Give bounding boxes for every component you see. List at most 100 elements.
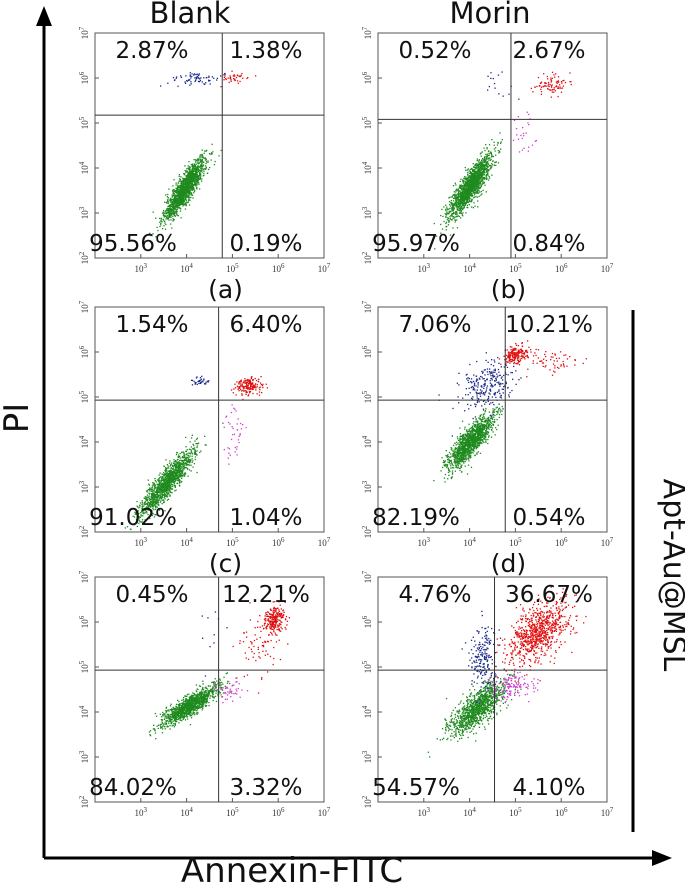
event-dot [455,197,457,199]
event-dot [501,410,503,412]
event-dot [191,174,193,177]
event-dot [175,453,178,456]
event-dot [166,208,168,210]
event-dot [183,456,186,458]
event-dot [190,451,193,453]
event-dot [165,218,167,220]
event-dot [483,156,486,159]
event-dot [186,170,188,172]
event-dot [515,128,518,130]
event-dot [185,181,187,184]
event-dot [470,189,472,191]
event-dot [200,175,202,177]
event-dot [148,492,150,494]
event-dot [488,85,490,88]
event-dot [175,471,177,473]
event-dot [151,514,153,517]
event-dot [477,187,480,189]
event-dot [186,177,188,179]
event-dot [471,189,473,191]
event-dot [213,164,216,166]
event-dot [165,491,167,493]
event-dot [492,77,494,80]
event-dot [193,380,195,382]
event-dot [152,489,154,491]
event-dot [188,183,190,186]
event-dot [454,221,456,223]
event-dot [203,161,205,163]
event-dot [452,212,454,215]
event-dot [179,180,181,182]
event-dot [188,171,191,173]
event-dot [167,82,169,84]
event-dot [196,450,198,452]
event-dot [171,485,173,488]
event-dot [201,156,203,158]
event-dot [463,203,466,205]
y-tick-label: 103 [78,480,90,493]
event-dot [465,193,467,195]
event-dot [464,191,466,193]
event-dot [177,472,179,474]
event-dot [191,452,193,454]
event-dot [178,195,181,197]
event-dot [202,161,204,163]
event-dot [179,466,181,468]
event-dot [557,80,559,82]
event-dot [490,72,492,74]
event-dot [517,138,520,140]
event-dot [555,86,557,88]
event-dot [182,451,184,453]
event-dot [190,446,192,448]
event-dot [522,132,525,135]
event-dot [474,181,476,183]
event-dot [460,212,462,214]
event-dot [177,85,179,87]
event-dot [180,192,182,194]
event-dot [167,202,169,205]
event-dot [157,485,159,487]
event-dot [486,168,488,170]
event-dot [192,175,195,177]
event-dot [228,81,230,84]
event-dot [167,477,169,479]
y-tick-label: 103 [361,206,373,219]
event-dot [234,383,236,385]
event-dot [475,187,477,189]
event-dot [486,148,488,150]
event-dot [177,462,179,464]
event-dot [194,383,196,385]
event-dot [457,201,460,203]
event-dot [185,463,187,465]
event-dot [473,166,475,168]
event-dot [547,85,549,87]
event-dot [469,191,471,194]
event-dot [465,202,467,204]
event-dot [172,206,174,209]
event-dot [528,124,530,126]
event-dot [560,91,563,93]
event-dot [201,153,203,156]
event-dot [465,198,467,200]
event-dot [176,186,179,188]
event-dot [252,379,254,381]
event-dot [188,79,190,82]
event-dot [239,381,241,383]
event-dot [554,90,557,92]
event-dot [174,211,176,213]
event-dot [449,211,451,213]
event-dot [178,482,180,484]
event-dot [205,167,207,169]
event-dot [195,185,197,187]
event-dot [173,197,176,199]
event-dot [197,159,200,162]
event-dot [192,184,194,186]
event-dot [230,79,232,81]
event-dot [482,180,484,182]
event-dot [197,165,199,168]
event-dot [178,178,181,180]
event-dot [165,492,168,494]
event-dot [168,207,171,210]
event-dot [459,197,461,199]
y-tick-label: 107 [361,26,373,39]
